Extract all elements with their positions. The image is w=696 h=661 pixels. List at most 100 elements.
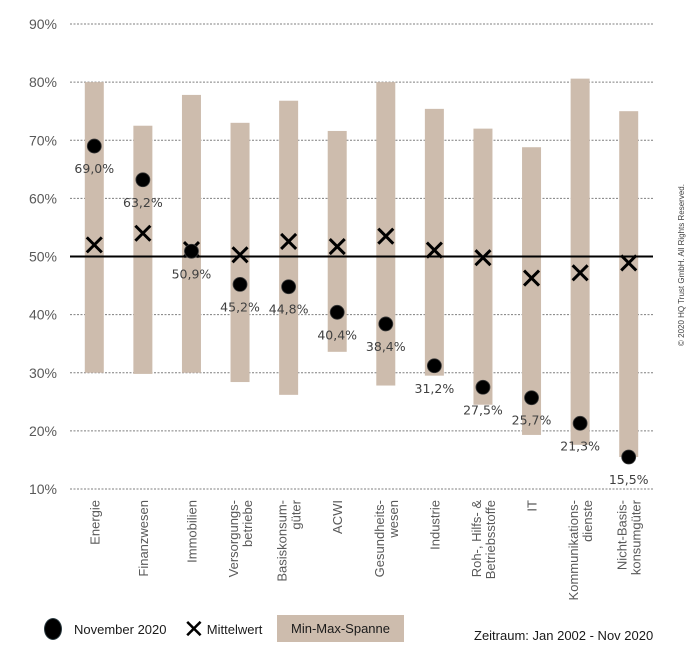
category-label: Finanzwesen bbox=[136, 500, 151, 577]
mean-marker-stroke bbox=[571, 264, 589, 282]
mean-marker bbox=[85, 236, 103, 254]
y-tick-label: 40% bbox=[29, 307, 57, 323]
legend-item-range: Min-Max-Spanne bbox=[277, 615, 404, 642]
data-label: 44,8% bbox=[269, 302, 309, 317]
november-dot bbox=[572, 415, 588, 431]
category-label-line: betriebe bbox=[240, 500, 255, 547]
category-label: Immobilien bbox=[184, 500, 199, 563]
y-tick-label: 10% bbox=[29, 481, 57, 497]
gridlines bbox=[70, 23, 653, 490]
category-label: Energie bbox=[87, 500, 102, 545]
data-labels: 69,0% 63,2% 50,9% 45,2% 44,8% 40,4% 38,4% 31,2%… bbox=[74, 161, 648, 487]
mean-marker-stroke bbox=[85, 236, 103, 254]
mean-marker-stroke bbox=[280, 232, 298, 250]
category-label-line: wesen bbox=[386, 500, 401, 539]
category-label-line: Basiskonsum- bbox=[275, 500, 290, 582]
mean-marker-stroke bbox=[377, 227, 395, 245]
data-label: 63,2% bbox=[123, 195, 163, 210]
category-label-line: Roh-, Hilfs- & bbox=[469, 500, 484, 578]
range-bar bbox=[84, 82, 104, 373]
range-bar bbox=[133, 125, 153, 374]
mean-marker bbox=[134, 224, 152, 242]
mean-marker-stroke bbox=[474, 249, 492, 267]
range-bar bbox=[619, 111, 639, 458]
november-dot bbox=[426, 358, 442, 374]
mean-marker bbox=[571, 264, 589, 282]
november-dot bbox=[281, 279, 297, 295]
legend: November 2020 ✕ Mittelwert Min-Max-Spann… bbox=[0, 614, 696, 648]
november-dot bbox=[378, 316, 394, 332]
category-label: Nicht-Basis-konsumgüter bbox=[615, 499, 644, 575]
category-label: Basiskonsum-güter bbox=[275, 499, 304, 581]
range-bar bbox=[279, 100, 299, 395]
range-bar bbox=[570, 78, 590, 445]
data-label: 25,7% bbox=[512, 413, 552, 428]
mean-marker-stroke bbox=[328, 238, 346, 256]
mean-marker bbox=[522, 269, 541, 287]
mean-marker-stroke bbox=[522, 269, 541, 287]
november-dot bbox=[86, 138, 102, 154]
range-bar bbox=[230, 122, 250, 383]
category-label: Versorgungs-betriebe bbox=[226, 500, 255, 577]
mean-marker bbox=[377, 227, 395, 245]
mean-marker-stroke bbox=[620, 254, 638, 272]
category-label: IT bbox=[525, 500, 540, 512]
november-dot bbox=[621, 449, 637, 465]
y-tick-label: 70% bbox=[29, 132, 57, 148]
y-tick-label: 60% bbox=[29, 190, 57, 206]
mean-marker bbox=[231, 246, 249, 264]
category-label: Roh-, Hilfs- &Betriebsstoffe bbox=[469, 500, 498, 580]
legend-label-november: November 2020 bbox=[74, 621, 167, 637]
x-mark-icon: ✕ bbox=[183, 614, 205, 644]
data-label: 21,3% bbox=[560, 438, 600, 453]
legend-label-range: Min-Max-Spanne bbox=[277, 615, 404, 642]
november-dots bbox=[86, 138, 637, 465]
mean-marker-stroke bbox=[425, 241, 443, 259]
y-tick-label: 30% bbox=[29, 365, 57, 381]
category-label-line: ACWI bbox=[330, 500, 345, 534]
november-dot bbox=[232, 276, 248, 292]
data-label: 50,9% bbox=[172, 266, 212, 281]
mean-marker-stroke bbox=[134, 224, 152, 242]
category-label: Kommunikations-dienste bbox=[566, 500, 595, 600]
range-bar bbox=[181, 94, 201, 373]
data-label: 15,5% bbox=[609, 472, 649, 487]
category-label-line: IT bbox=[525, 500, 540, 512]
category-label-line: Gesundheits- bbox=[372, 500, 387, 577]
category-label-line: konsumgüter bbox=[629, 499, 644, 575]
mean-marker bbox=[280, 232, 298, 250]
category-label-line: Finanzwesen bbox=[136, 500, 151, 577]
range-bar bbox=[327, 130, 347, 352]
category-label-line: dienste bbox=[580, 500, 595, 542]
category-label-line: Kommunikations- bbox=[566, 500, 581, 600]
range-bar bbox=[473, 128, 493, 405]
mean-marker bbox=[474, 249, 492, 267]
y-tick-label: 90% bbox=[29, 16, 57, 32]
data-label: 40,4% bbox=[317, 327, 357, 342]
y-axis-ticks: 90% 80% 70% 60% 50% 40% 30% 20% 10% bbox=[29, 16, 57, 497]
mean-marker-stroke bbox=[231, 246, 249, 264]
y-tick-label: 50% bbox=[29, 249, 57, 265]
november-dot bbox=[135, 172, 151, 188]
period-label: Zeitraum: Jan 2002 - Nov 2020 bbox=[474, 628, 654, 643]
mean-marker bbox=[620, 254, 638, 272]
category-label-line: Betriebsstoffe bbox=[483, 500, 498, 579]
y-tick-label: 20% bbox=[29, 423, 57, 439]
november-dot bbox=[524, 390, 539, 406]
data-label: 27,5% bbox=[463, 402, 503, 417]
category-label-line: güter bbox=[289, 499, 304, 529]
copyright-text: © 2020 HQ Trust GmbH. All Rights Reserve… bbox=[677, 184, 686, 346]
category-label-line: Energie bbox=[87, 500, 102, 545]
category-label: ACWI bbox=[330, 500, 345, 534]
mean-marker bbox=[328, 238, 346, 256]
mean-marker bbox=[425, 241, 443, 259]
dot-icon bbox=[44, 618, 62, 640]
category-label-line: Industrie bbox=[427, 500, 442, 550]
category-label: Industrie bbox=[427, 500, 442, 550]
november-dot bbox=[475, 379, 491, 395]
legend-item-mean: ✕ Mittelwert bbox=[183, 614, 262, 644]
legend-item-november: November 2020 bbox=[44, 618, 167, 640]
data-label: 69,0% bbox=[74, 161, 114, 176]
range-bar bbox=[424, 108, 444, 376]
data-label: 45,2% bbox=[220, 299, 260, 314]
